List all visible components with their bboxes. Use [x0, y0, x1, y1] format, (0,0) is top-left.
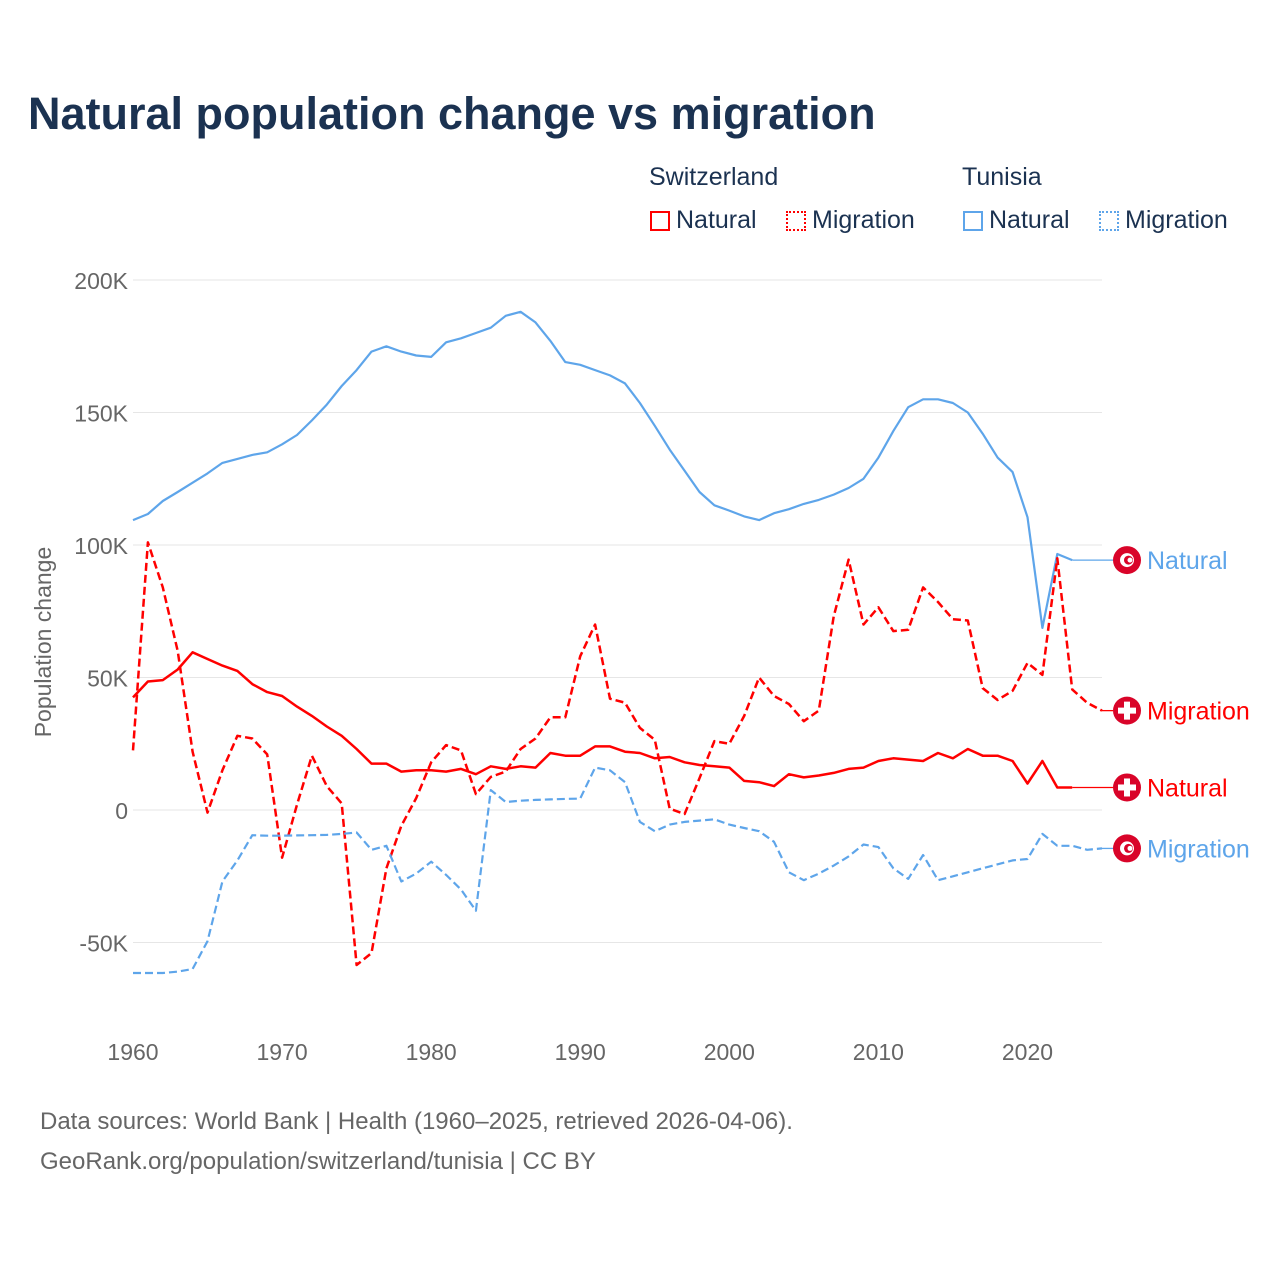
series-end-label: Natural	[1147, 774, 1228, 802]
x-tick-label: 2020	[1002, 1039, 1053, 1065]
legend-switzerland-natural[interactable]: Natural	[650, 206, 757, 235]
x-tick-label: 1980	[406, 1039, 457, 1065]
y-tick-label: 0	[115, 798, 128, 824]
dotted-swatch-icon	[786, 210, 806, 231]
y-tick-label: 100K	[74, 533, 128, 559]
legend-label: Migration	[812, 206, 915, 234]
legend-switzerland-migration[interactable]: Migration	[786, 206, 915, 235]
solid-swatch-icon	[650, 210, 670, 231]
dotted-swatch-icon	[1099, 210, 1119, 231]
legend-label: Natural	[989, 206, 1070, 234]
legend-group-tunisia: Tunisia	[962, 163, 1042, 191]
legend-tunisia-natural[interactable]: Natural	[963, 206, 1070, 235]
cross-icon	[1118, 707, 1136, 714]
legend-label: Natural	[676, 206, 757, 234]
legend-group-switzerland: Switzerland	[649, 163, 779, 191]
y-tick-label: 200K	[74, 268, 128, 294]
y-tick-label: 150K	[74, 401, 128, 427]
series-line-switzerland-natural	[132, 651, 1073, 789]
legend-label: Migration	[1125, 206, 1228, 234]
x-tick-label: 1970	[256, 1039, 307, 1065]
series-line-switzerland-migration	[131, 541, 1103, 967]
crescent-icon	[1127, 557, 1133, 563]
chart-title: Natural population change vs migration	[28, 88, 876, 139]
footer-sources: Data sources: World Bank | Health (1960–…	[40, 1108, 793, 1135]
y-tick-label: 50K	[87, 666, 129, 692]
y-tick-label: -50K	[79, 931, 128, 957]
solid-swatch-icon	[963, 210, 983, 231]
legend-tunisia-migration[interactable]: Migration	[1099, 206, 1228, 235]
cross-icon	[1118, 784, 1136, 791]
series-end-label: Migration	[1147, 698, 1250, 726]
x-tick-label: 1990	[555, 1039, 606, 1065]
series-end-label: Migration	[1147, 835, 1250, 863]
series-end-label: Natural	[1147, 547, 1228, 575]
y-axis-label: Population change	[30, 547, 56, 738]
series-line-tunisia-natural	[132, 310, 1073, 629]
x-tick-label: 2000	[704, 1039, 755, 1065]
series-line-tunisia-migration	[133, 766, 1103, 975]
x-tick-label: 2010	[853, 1039, 904, 1065]
crescent-icon	[1127, 845, 1133, 851]
x-tick-label: 1960	[107, 1039, 158, 1065]
footer-link[interactable]: GeoRank.org/population/switzerland/tunis…	[40, 1148, 596, 1175]
